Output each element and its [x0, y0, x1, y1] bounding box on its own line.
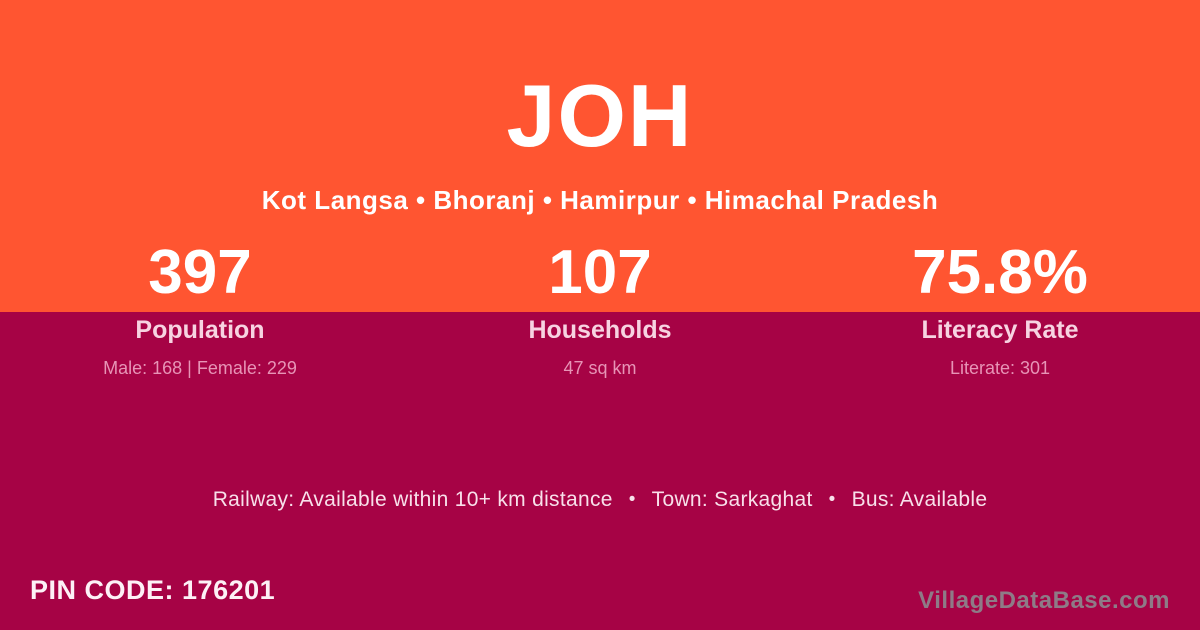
town-info: Town: Sarkaghat [651, 488, 813, 511]
bullet-separator: • [628, 489, 636, 510]
stat-households: 107 Households 47 sq km [400, 238, 800, 379]
railway-info: Railway: Available within 10+ km distanc… [212, 488, 613, 511]
households-label: Households [528, 316, 672, 344]
watermark: VillageDataBase.com [918, 587, 1170, 614]
pin-code: PIN CODE: 176201 [30, 575, 275, 606]
pin-code-label: PIN CODE: [30, 575, 175, 605]
literacy-detail: Literate: 301 [949, 358, 1051, 378]
village-name-title: JOH [506, 66, 694, 165]
population-label: Population [135, 316, 265, 344]
literacy-label: Literacy Rate [921, 316, 1079, 344]
bullet-separator: • [828, 489, 836, 510]
stat-population: 397 Population Male: 168 | Female: 229 [0, 238, 400, 379]
households-detail: 47 sq km [563, 358, 637, 378]
details-section [0, 312, 1200, 630]
pin-code-value: 176201 [182, 575, 276, 605]
literacy-value: 75.8% [912, 238, 1088, 307]
bus-info: Bus: Available [851, 488, 988, 511]
stat-literacy: 75.8% Literacy Rate Literate: 301 [800, 238, 1200, 379]
stats-row: 397 Population Male: 168 | Female: 229 1… [0, 238, 1200, 379]
households-value: 107 [548, 238, 652, 307]
header-section [0, 0, 1200, 312]
population-value: 397 [148, 238, 252, 307]
population-detail: Male: 168 | Female: 229 [103, 358, 297, 378]
breadcrumb: Kot Langsa • Bhoranj • Hamirpur • Himach… [261, 185, 939, 215]
amenities-line: Railway: Available within 10+ km distanc… [0, 486, 1200, 514]
